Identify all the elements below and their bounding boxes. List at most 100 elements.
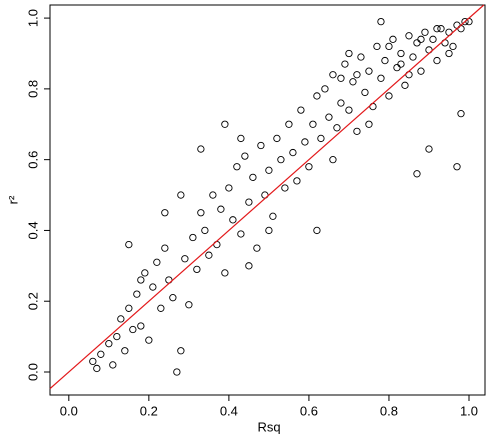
point (237, 230, 245, 238)
point (377, 74, 385, 82)
point (385, 42, 393, 51)
point (177, 347, 185, 355)
point (365, 120, 373, 128)
point (313, 92, 321, 100)
point (109, 361, 117, 369)
point (445, 49, 453, 58)
point (461, 17, 469, 26)
point (141, 269, 149, 277)
point (365, 67, 373, 75)
point (313, 226, 321, 235)
point (405, 32, 413, 40)
x-tick-label: 0.2 (140, 403, 158, 418)
point (333, 124, 341, 132)
point (425, 145, 433, 153)
point (421, 28, 429, 36)
x-tick-label: 1.0 (460, 403, 478, 418)
point (437, 25, 445, 33)
point (209, 191, 217, 199)
point (317, 134, 325, 143)
point (201, 226, 209, 235)
point (161, 209, 169, 217)
point (289, 148, 297, 157)
point (89, 357, 97, 366)
point (341, 60, 349, 68)
point (157, 304, 165, 312)
point (221, 120, 229, 128)
point (357, 53, 365, 61)
point (385, 92, 393, 100)
point (393, 63, 401, 72)
plot-frame (49, 4, 486, 396)
point (337, 74, 345, 82)
point (293, 177, 301, 185)
point (145, 336, 153, 344)
point (125, 304, 133, 312)
point (229, 216, 237, 224)
point (277, 156, 285, 164)
point (285, 120, 293, 128)
point (353, 71, 361, 79)
y-tick-label: 0.6 (25, 151, 40, 169)
point (249, 173, 257, 182)
point (281, 184, 289, 192)
point (133, 290, 141, 298)
point (97, 350, 105, 358)
point (237, 134, 245, 143)
x-tick-label: 0.4 (220, 403, 238, 418)
point (173, 368, 181, 376)
point (137, 322, 145, 330)
point (221, 269, 229, 277)
point (245, 262, 253, 270)
point (345, 106, 353, 114)
point (413, 170, 421, 178)
point (417, 67, 425, 75)
point (397, 49, 405, 58)
point (121, 347, 129, 355)
point (309, 120, 317, 128)
point (93, 364, 101, 373)
point (117, 315, 125, 323)
point (353, 127, 361, 135)
point (129, 325, 137, 334)
y-tick-label: 0.0 (25, 363, 40, 381)
point (169, 294, 177, 302)
point (417, 35, 425, 43)
point (429, 35, 437, 43)
point (233, 163, 241, 171)
point (397, 60, 405, 68)
point (189, 233, 197, 242)
point (377, 17, 385, 26)
point (193, 265, 201, 274)
point (257, 141, 265, 150)
point (273, 134, 281, 143)
point (325, 113, 333, 121)
point (225, 184, 233, 192)
point (185, 301, 193, 309)
point (449, 42, 457, 51)
point (433, 25, 441, 33)
point (197, 209, 205, 217)
point (381, 56, 389, 65)
point (413, 39, 421, 47)
point (265, 226, 273, 235)
point (349, 78, 357, 86)
point (361, 88, 369, 97)
point (337, 99, 345, 107)
point (269, 212, 277, 220)
point (161, 244, 169, 252)
point (409, 53, 417, 61)
x-tick-label: 0.6 (300, 403, 318, 418)
point (345, 49, 353, 58)
point (301, 138, 309, 146)
point (153, 258, 161, 266)
x-axis-label: Rsq (257, 419, 280, 434)
point (373, 42, 381, 51)
point (125, 240, 133, 249)
point (305, 163, 313, 171)
point (105, 340, 113, 348)
point (205, 251, 213, 259)
point (113, 332, 121, 341)
point (329, 156, 337, 164)
